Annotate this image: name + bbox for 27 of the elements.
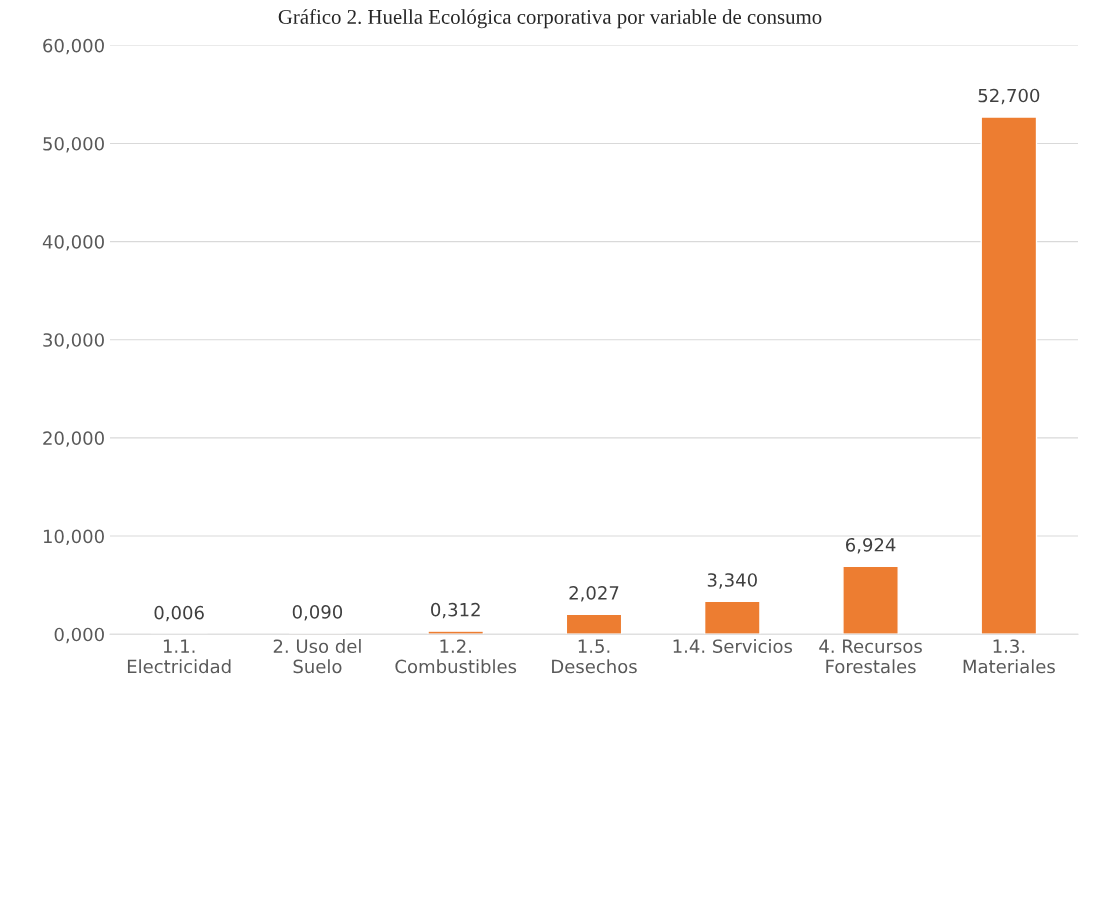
y-tick-label: 20,000 [43,431,104,447]
y-tick-label: 60,000 [43,38,104,55]
x-tick-label: 1.2. Combustibles [395,639,517,674]
x-tick-label: 1.5. Desechos [552,639,637,674]
y-tick-label: 50,000 [43,136,104,153]
data-label: 3,340 [707,573,757,589]
y-tick-label: 0,000 [54,627,104,644]
data-label: 0,090 [292,605,343,621]
bar [980,116,1038,635]
x-tick-label: 2. Uso del Suelo [273,639,361,674]
x-tick-label: 4. Recursos Forestales [819,639,922,674]
x-tick-label: 1.1. Electricidad [127,639,231,674]
x-tick-label: 1.3. Materiales [963,639,1055,674]
y-tick-label: 30,000 [43,333,104,349]
data-label: 6,924 [845,537,896,554]
y-tick-label: 10,000 [43,529,104,546]
bar [842,565,899,635]
data-label: 52,700 [978,88,1040,105]
data-label: 0,312 [431,602,480,619]
bar [565,613,623,635]
y-tick-label: 40,000 [42,235,104,251]
x-tick-label: 1.4. Servicios [673,639,793,654]
data-label: 0,006 [154,605,204,622]
bar [703,600,761,635]
data-label: 2,027 [569,586,619,602]
bar [427,630,485,635]
chart-title: Gráfico 2. Huella Ecológica corporativa por variable de consumo [278,9,822,29]
